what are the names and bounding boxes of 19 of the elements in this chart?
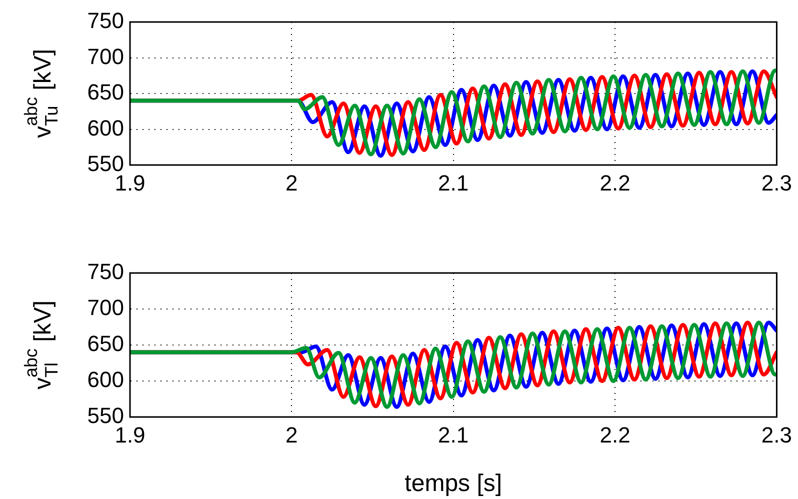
x-tick-label: 2.3 — [761, 170, 792, 196]
x-tick-label: 2.2 — [600, 422, 630, 448]
y-tick-label: 700 — [87, 295, 124, 320]
y-tick-label: 700 — [87, 44, 124, 69]
y-tick-label: 650 — [87, 80, 124, 105]
y-tick-label: 600 — [87, 115, 124, 140]
y-tick-label: 600 — [87, 367, 124, 392]
x-tick-label: 2.1 — [438, 422, 469, 448]
x-tick-label: 2.1 — [438, 170, 469, 196]
y-tick-label: 750 — [87, 8, 124, 34]
y-axis-title: vabcTl [kV] — [21, 300, 62, 390]
x-tick-label: 2 — [286, 422, 298, 448]
y-axis-title: vabcTu [kV] — [21, 48, 62, 138]
y-tick-label: 750 — [87, 259, 124, 284]
x-tick-label: 2 — [286, 170, 298, 196]
x-axis-title: temps [s] — [404, 470, 502, 498]
x-tick-label: 2.3 — [761, 422, 792, 448]
y-tick-label: 650 — [87, 331, 124, 356]
x-tick-label: 2.2 — [600, 170, 630, 196]
